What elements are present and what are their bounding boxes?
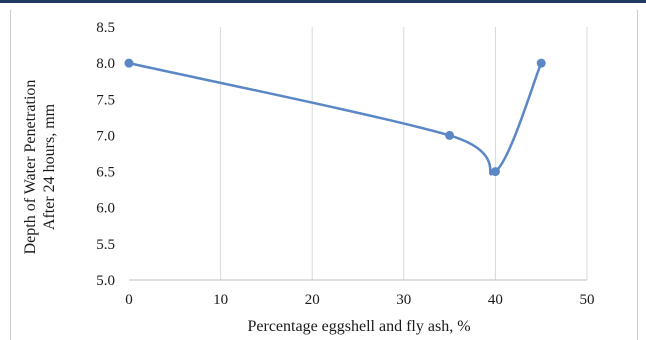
y-tick-label: 5.0 xyxy=(96,273,115,289)
data-point xyxy=(490,167,500,177)
right-border xyxy=(637,10,638,340)
series xyxy=(124,58,546,177)
y-tick-label: 7.0 xyxy=(96,128,115,144)
y-tick-label: 8.5 xyxy=(96,20,115,36)
x-tick-label: 40 xyxy=(488,292,503,308)
y-tick-labels: 5.0 5.5 6.0 6.5 7.0 7.5 8.0 8.5 xyxy=(96,20,115,289)
x-tick-label: 20 xyxy=(305,292,320,308)
x-tick-label: 0 xyxy=(125,292,133,308)
y-tick-label: 7.5 xyxy=(96,92,115,108)
left-border xyxy=(10,10,11,340)
y-tick-label: 6.0 xyxy=(96,201,115,217)
data-point xyxy=(124,58,134,68)
top-border xyxy=(0,0,646,3)
y-axis-title-line-1: Depth of Water Penetration xyxy=(22,80,39,255)
y-tick-label: 5.5 xyxy=(96,237,115,253)
x-tick-label: 50 xyxy=(580,292,595,308)
y-tick-label: 8.0 xyxy=(96,56,115,72)
y-tick-label: 6.5 xyxy=(96,165,115,181)
grid-lines xyxy=(220,27,588,280)
y-axis-title-line-2: After 24 hours, mm xyxy=(41,103,58,230)
y-axis-title: Depth of Water Penetration After 24 hour… xyxy=(22,80,58,255)
data-point xyxy=(536,58,546,68)
x-tick-labels: 0 10 20 30 40 50 xyxy=(125,292,594,308)
x-axis-title: Percentage eggshell and fly ash, % xyxy=(247,318,470,335)
x-tick-label: 30 xyxy=(396,292,411,308)
series-line xyxy=(128,61,543,176)
data-point xyxy=(445,130,455,140)
x-tick-label: 10 xyxy=(213,292,228,308)
